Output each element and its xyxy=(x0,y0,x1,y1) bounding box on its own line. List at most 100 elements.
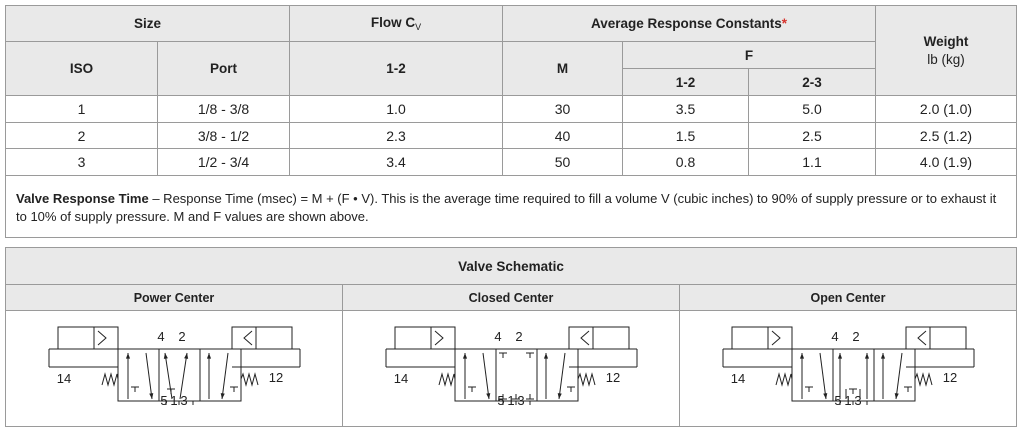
port-label: 5 xyxy=(834,393,841,408)
cell-text: 5.0 xyxy=(802,101,822,117)
schematic-line xyxy=(819,352,827,400)
table-cell: 1/2 - 3/4 xyxy=(157,148,290,176)
header-text: 2-3 xyxy=(802,74,822,90)
port-label: 4 xyxy=(494,329,501,344)
cell-text: 1/8 - 3/8 xyxy=(197,101,250,117)
header-cell: F xyxy=(622,41,876,69)
header-cell: Port xyxy=(157,41,290,96)
header-cell: Flow CV xyxy=(289,5,503,42)
solenoid-label: 12 xyxy=(606,370,620,385)
header-text: Flow CV xyxy=(371,15,421,32)
port-label: 3 xyxy=(180,393,187,408)
panel-label-text: Power Center xyxy=(133,290,215,305)
cell-text: 3.4 xyxy=(386,154,406,170)
panel: 4 2 5 1 3 14 12 xyxy=(679,310,1017,427)
header-text: Average Response Constants xyxy=(590,16,782,31)
table-cell: 2.5 (1.2) xyxy=(875,122,1017,149)
port-label: 3 xyxy=(517,393,524,408)
port-label: 1 xyxy=(170,393,177,408)
header-text: 1-2 xyxy=(675,74,696,90)
cell-text: 4.0 (1.9) xyxy=(919,154,973,170)
asterisk: * xyxy=(781,16,788,31)
cell-text: 2.5 xyxy=(802,127,822,144)
header-text: M xyxy=(556,61,569,76)
solenoid xyxy=(731,326,793,350)
port-label: 1 xyxy=(844,393,851,408)
table-cell: 50 xyxy=(502,148,623,176)
cell-text: 2.5 (1.2) xyxy=(919,127,973,144)
spring xyxy=(101,372,119,387)
valve-schematic: 4 2 5 1 3 14 12 xyxy=(722,326,975,408)
solenoid-label: 14 xyxy=(57,371,71,386)
schematic-line xyxy=(179,352,188,400)
arrow-head xyxy=(206,353,212,359)
table-cell: 0.8 xyxy=(622,148,749,176)
cell-text: 1.1 xyxy=(802,154,822,170)
cell-text: 2 xyxy=(77,127,86,144)
table-cell: 3 xyxy=(5,148,158,176)
port-label: 5 xyxy=(160,393,167,408)
header-unit: lb (kg) xyxy=(927,51,965,67)
header-text: 1-2 xyxy=(386,61,406,76)
arrow-head xyxy=(125,353,131,359)
cell-text: 40 xyxy=(554,127,571,144)
solenoid-symbol xyxy=(243,330,253,346)
table-cell: 1/8 - 3/8 xyxy=(157,95,290,123)
solenoid-label: 14 xyxy=(394,371,408,386)
arrow-head xyxy=(462,353,468,359)
panel: 4 2 5 1 3 14 12 xyxy=(5,310,343,427)
spring xyxy=(438,372,456,387)
cell-text: 2.3 xyxy=(386,127,406,144)
table-cell: 1.5 xyxy=(622,122,749,149)
schematic-line xyxy=(895,352,903,400)
table-cell: 1.1 xyxy=(748,148,876,176)
port-label: 2 xyxy=(515,329,522,344)
cell-text: 30 xyxy=(554,101,571,117)
note-text: – Response Time (msec) = M + (F • V). Th… xyxy=(16,191,997,224)
solenoid xyxy=(568,326,630,350)
header-cell: Size xyxy=(5,5,290,42)
port-label: 5 xyxy=(497,393,504,408)
table-cell: 3.4 xyxy=(289,148,503,176)
header-text: F xyxy=(744,47,754,63)
table-cell: 2.3 xyxy=(289,122,503,149)
arrow-head xyxy=(149,393,154,399)
port-label: 2 xyxy=(178,329,185,344)
cell-text: 1/2 - 3/4 xyxy=(197,154,250,170)
header-cell: Weight lb (kg) xyxy=(875,5,1017,96)
table-cell: 5.0 xyxy=(748,95,876,123)
header-text: Port xyxy=(210,61,237,76)
panel-label: Open Center xyxy=(679,284,1017,311)
header-cell: M xyxy=(502,41,623,96)
port-label: 4 xyxy=(157,329,164,344)
solenoid-label: 14 xyxy=(731,371,745,386)
schematic-line xyxy=(145,352,153,400)
header-text: Flow C xyxy=(370,15,416,30)
panel: 4 2 5 1 3 14 12 xyxy=(342,310,680,427)
table-cell: 2.5 xyxy=(748,122,876,149)
valve-schematic: 4 2 5 1 3 14 12 xyxy=(48,326,301,408)
solenoid-symbol xyxy=(917,330,927,346)
arrow-head xyxy=(163,353,168,359)
cell-text: 0.8 xyxy=(675,154,696,170)
title-text: Valve Schematic xyxy=(458,258,564,274)
header-text: Weight xyxy=(923,33,969,49)
solenoid xyxy=(394,326,456,350)
header-cell: 1-2 xyxy=(289,41,503,96)
solenoid xyxy=(57,326,119,350)
solenoid-label: 12 xyxy=(269,370,283,385)
header-text: Weight lb (kg) xyxy=(924,33,969,69)
table-cell: 1.0 xyxy=(289,95,503,123)
arrow-head xyxy=(184,353,189,359)
header-cell: Average Response Constants* xyxy=(502,5,876,42)
spring xyxy=(577,372,596,387)
schematic-line xyxy=(221,352,229,400)
arrow-head xyxy=(894,393,899,399)
spring xyxy=(240,372,259,387)
table-cell: 3/8 - 1/2 xyxy=(157,122,290,149)
arrow-head xyxy=(880,353,886,359)
response-note: Valve Response Time – Response Time (mse… xyxy=(5,175,1017,238)
cell-text: 50 xyxy=(554,154,571,170)
solenoid xyxy=(905,326,967,350)
